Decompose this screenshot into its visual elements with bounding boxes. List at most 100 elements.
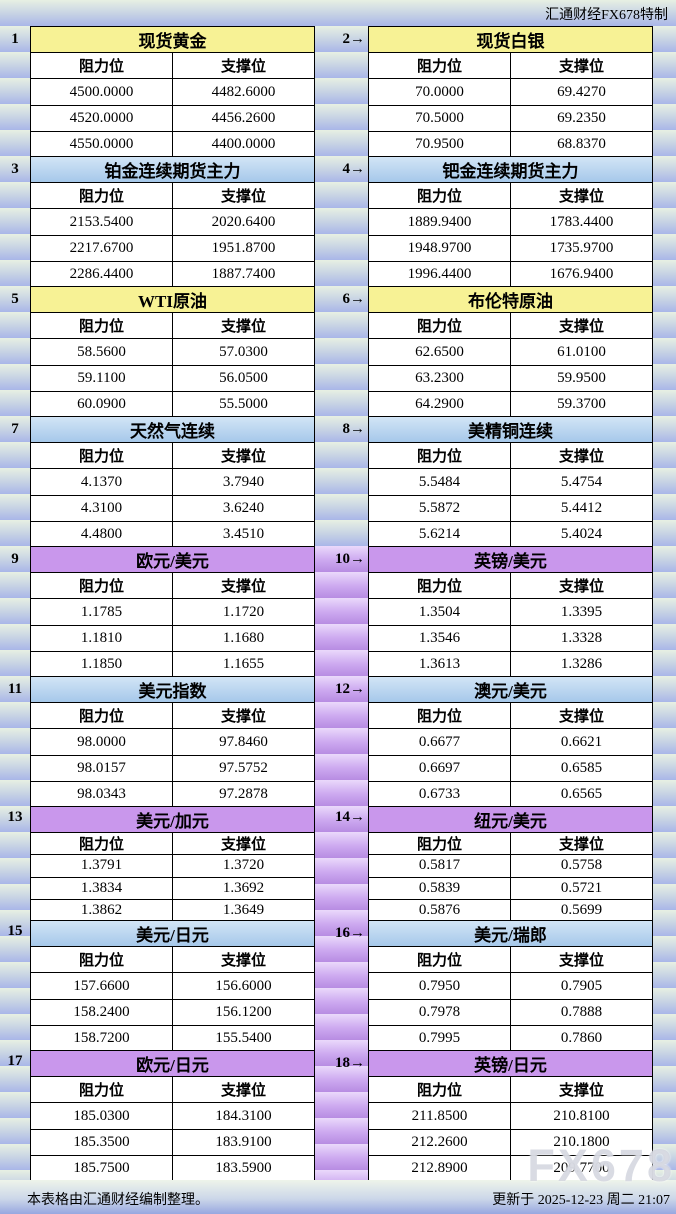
resistance-value: 70.5000 [369,105,511,131]
resistance-value: 98.0157 [31,755,173,781]
panel-brent-crude: 布伦特原油 阻力位 支撑位 62.6500 61.0100 63.2300 59.9… [368,286,653,418]
resistance-value: 1.3834 [31,877,173,899]
resistance-value: 1.1810 [31,625,173,651]
panel-natural-gas: 天然气连续 阻力位 支撑位 4.1370 3.7940 4.3100 3.6240 … [30,416,315,548]
table-row: 1.1810 1.1680 [31,625,314,652]
resistance-value: 4500.0000 [31,79,173,105]
resistance-header: 阻力位 [31,703,173,729]
support-value: 155.5400 [215,1029,272,1046]
panel-spot-gold: 现货黄金 阻力位 支撑位 4500.0000 4482.6000 4520.000… [30,26,315,158]
support-value: 1.3649 [222,901,265,918]
table-row: 98.0157 97.5752 [31,755,314,782]
table-row: 2286.4400 1887.7400 [31,261,314,288]
resistance-value: 158.2400 [31,999,173,1025]
panel-eur-usd: 欧元/美元 阻力位 支撑位 1.1785 1.1720 1.1810 1.1680 … [30,546,315,678]
support-header: 支撑位 [220,449,266,466]
panel-aud-usd: 澳元/美元 阻力位 支撑位 0.6677 0.6621 0.6697 0.6585 … [368,676,653,808]
support-value: 61.0100 [557,343,606,360]
table-row: 98.0000 97.8460 [31,729,314,756]
resistance-value: 1948.9700 [369,235,511,261]
panel-title: WTI原油 [31,287,314,314]
table-row: 158.7200 155.5400 [31,1025,314,1052]
support-value: 0.5758 [560,857,603,874]
panel-spot-silver: 现货白银 阻力位 支撑位 70.0000 69.4270 70.5000 69.23… [368,26,653,158]
footer-bar: 本表格由汇通财经编制整理。 更新于 2025-12-23 周二 21:07 [0,1180,676,1214]
table-row: 212.2600 210.1800 [369,1129,652,1156]
panel-number-1: 1 [11,30,19,47]
resistance-value: 4550.0000 [31,131,173,158]
table-row: 211.8500 210.8100 [369,1103,652,1130]
table-row: 59.1100 56.0500 [31,365,314,392]
support-header: 支撑位 [220,319,266,336]
fx678-watermark: FX678 [527,1140,675,1191]
resistance-header: 阻力位 [369,443,511,469]
support-value: 4482.6000 [211,83,276,100]
panel-gbp-jpy: 英镑/日元 阻力位 支撑位 211.8500 210.8100 212.2600 2… [368,1050,653,1182]
header-row: 阻力位 支撑位 [369,53,652,80]
panel-number-5: 5 [11,290,19,307]
resistance-header: 阻力位 [31,183,173,209]
support-value: 0.6585 [560,759,603,776]
support-value: 97.8460 [219,733,268,750]
resistance-header: 阻力位 [31,1077,173,1103]
support-value: 4456.2600 [211,109,276,126]
support-value: 183.9100 [215,1133,272,1150]
support-value: 5.4412 [560,499,603,516]
panel-gbp-usd: 英镑/美元 阻力位 支撑位 1.3504 1.3395 1.3546 1.3328 … [368,546,653,678]
support-value: 1.3286 [560,655,603,672]
panel-title: 英镑/日元 [369,1051,652,1078]
support-header: 支撑位 [558,579,604,596]
footer-update-time: 更新于 2025-12-23 周二 21:07 [492,1193,670,1208]
panel-eur-jpy: 欧元/日元 阻力位 支撑位 185.0300 184.3100 185.3500 1… [30,1050,315,1182]
panel-title: 现货黄金 [31,27,314,54]
resistance-header: 阻力位 [369,573,511,599]
table-row: 64.2900 59.3700 [369,391,652,418]
table-row: 1.3613 1.3286 [369,651,652,678]
panel-title: 美元/日元 [31,921,314,948]
support-value: 56.0500 [219,369,268,386]
resistance-header: 阻力位 [369,703,511,729]
brand-text: 汇通财经FX678特制 [545,8,668,23]
panel-title: 美元/加元 [31,807,314,833]
resistance-value: 1.3613 [369,651,511,678]
header-row: 阻力位 支撑位 [369,573,652,600]
table-row: 0.6733 0.6565 [369,781,652,808]
table-row: 1.3834 1.3692 [31,877,314,900]
support-value: 1.1680 [222,629,265,646]
header-row: 阻力位 支撑位 [369,183,652,210]
resistance-value: 212.2600 [369,1129,511,1155]
table-row: 157.6600 156.6000 [31,973,314,1000]
support-header: 支撑位 [558,953,604,970]
panel-number-6: 6→ [342,290,366,307]
resistance-value: 98.0343 [31,781,173,808]
table-row: 63.2300 59.9500 [369,365,652,392]
resistance-value: 4520.0000 [31,105,173,131]
support-header: 支撑位 [220,59,266,76]
table-row: 2153.5400 2020.6400 [31,209,314,236]
support-value: 183.5900 [215,1159,272,1176]
resistance-header: 阻力位 [369,313,511,339]
resistance-value: 1.3791 [31,855,173,877]
table-row: 185.3500 183.9100 [31,1129,314,1156]
resistance-value: 58.5600 [31,339,173,365]
resistance-value: 1.3504 [369,599,511,625]
panel-number-9: 9 [11,550,19,567]
panel-palladium-futures: 钯金连续期货主力 阻力位 支撑位 1889.9400 1783.4400 1948… [368,156,653,288]
table-row: 185.0300 184.3100 [31,1103,314,1130]
panel-number-18: 18→ [335,1054,365,1071]
resistance-header: 阻力位 [369,183,511,209]
table-row: 1.1850 1.1655 [31,651,314,678]
resistance-value: 98.0000 [31,729,173,755]
resistance-value: 0.6697 [369,755,511,781]
table-row: 0.6677 0.6621 [369,729,652,756]
resistance-value: 70.9500 [369,131,511,158]
table-row: 58.5600 57.0300 [31,339,314,366]
panel-usd-cad: 美元/加元 阻力位 支撑位 1.3791 1.3720 1.3834 1.3692 … [30,806,315,922]
resistance-value: 64.2900 [369,391,511,418]
resistance-value: 0.7950 [369,973,511,999]
panel-title: 英镑/美元 [369,547,652,574]
support-value: 0.5699 [560,901,603,918]
support-value: 97.2878 [219,785,268,802]
support-value: 0.7888 [560,1003,603,1020]
resistance-value: 185.3500 [31,1129,173,1155]
